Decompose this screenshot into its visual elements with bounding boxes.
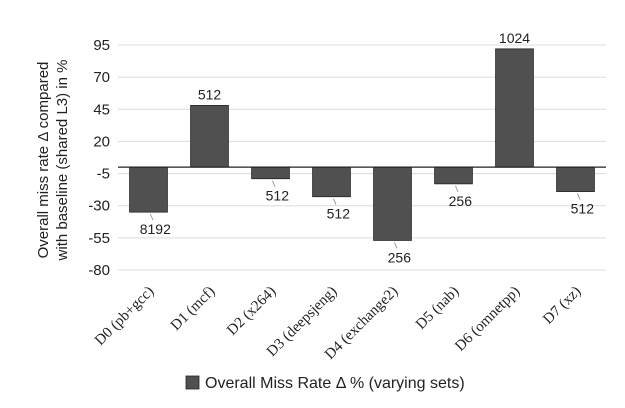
y-tick-label: 95: [93, 37, 110, 54]
x-tick-label: D0 (pb+gcc): [92, 284, 157, 349]
bar: [434, 166, 473, 185]
data-labels: 8192 512 512 512 256 256 1024 512: [140, 30, 594, 266]
x-tick-label: D6 (omnetpp): [452, 284, 523, 355]
x-tick-label: D7 (xz): [540, 284, 584, 328]
data-label: 512: [327, 206, 351, 222]
bar: [312, 166, 351, 198]
y-tick-label: -5: [97, 166, 110, 183]
data-label-leader: [455, 185, 459, 193]
data-label: 512: [198, 86, 222, 102]
data-label-leader: [394, 242, 398, 249]
y-tick-label: 70: [93, 69, 110, 86]
y-tick-label: -55: [88, 230, 110, 247]
data-label: 512: [266, 188, 290, 204]
bar: [251, 166, 290, 180]
bar: [190, 105, 229, 168]
y-tick-label: -80: [88, 262, 110, 279]
y-axis-title-line-2: with baseline (shared L3) in %: [54, 60, 71, 262]
x-tick-labels: D0 (pb+gcc) D1 (mcf) D2 (x264)D3 (deepsjen…: [92, 284, 584, 363]
data-label: 512: [571, 201, 595, 217]
y-tick-label: -30: [88, 198, 110, 215]
legend-label: Overall Miss Rate Δ % (varying sets): [205, 375, 465, 392]
data-label-leader: [272, 180, 276, 187]
bar: [495, 48, 534, 168]
x-tick-label: D5 (nab): [413, 284, 462, 333]
y-axis-title-line-1: Overall miss rate Δ compared: [35, 62, 52, 259]
data-label: 1024: [499, 30, 530, 46]
y-axis-title: Overall miss rate Δ compared with baseli…: [35, 60, 71, 262]
y-tick-labels: 95 70 45 20 -5 -30 -55 -80: [88, 37, 110, 279]
legend-swatch: [185, 375, 200, 390]
data-label-leader: [577, 193, 581, 200]
data-label-leader: [150, 213, 154, 221]
bar: [129, 166, 168, 213]
legend: Overall Miss Rate Δ % (varying sets): [185, 375, 465, 392]
data-label: 8192: [140, 221, 171, 237]
data-label: 256: [449, 193, 473, 209]
bars: [129, 48, 595, 241]
data-label: 256: [388, 249, 412, 265]
data-label-leader: [333, 198, 337, 205]
bar: [373, 166, 412, 241]
y-tick-label: 20: [93, 133, 110, 150]
x-tick-label: D2 (x264): [224, 284, 279, 339]
y-tick-label: 45: [93, 101, 110, 118]
x-tick-label: D1 (mcf): [168, 284, 218, 334]
bar: [556, 166, 595, 192]
